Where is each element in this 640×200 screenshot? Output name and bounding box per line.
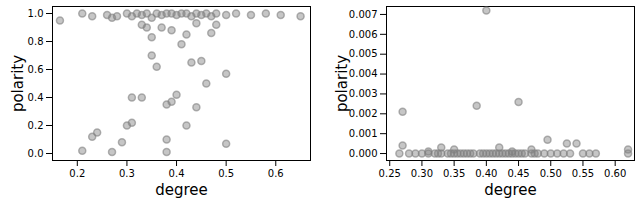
- svg-text:0.55: 0.55: [572, 168, 594, 179]
- svg-text:0.6: 0.6: [28, 64, 44, 75]
- svg-text:0.004: 0.004: [349, 68, 378, 79]
- svg-text:0.000: 0.000: [349, 148, 378, 159]
- svg-text:0.45: 0.45: [507, 168, 529, 179]
- svg-text:polarity: polarity: [333, 55, 351, 112]
- svg-text:0.003: 0.003: [349, 88, 378, 99]
- svg-text:0.35: 0.35: [443, 168, 465, 179]
- svg-text:0.005: 0.005: [349, 48, 378, 59]
- svg-text:0.6: 0.6: [268, 168, 284, 179]
- svg-text:0.8: 0.8: [28, 36, 44, 47]
- svg-text:0.2: 0.2: [69, 168, 85, 179]
- svg-text:0.2: 0.2: [28, 120, 44, 131]
- svg-text:0.001: 0.001: [349, 128, 378, 139]
- svg-text:0.0: 0.0: [28, 148, 44, 159]
- svg-text:0.25: 0.25: [379, 168, 401, 179]
- svg-text:0.30: 0.30: [411, 168, 433, 179]
- svg-text:0.60: 0.60: [604, 168, 626, 179]
- svg-text:polarity: polarity: [9, 55, 27, 112]
- svg-text:degree: degree: [155, 181, 208, 199]
- svg-text:0.40: 0.40: [475, 168, 497, 179]
- svg-text:0.4: 0.4: [169, 168, 185, 179]
- svg-text:0.007: 0.007: [349, 9, 378, 20]
- svg-text:degree: degree: [484, 181, 537, 199]
- svg-text:0.006: 0.006: [349, 29, 378, 40]
- svg-text:0.3: 0.3: [119, 168, 135, 179]
- svg-text:0.5: 0.5: [218, 168, 234, 179]
- svg-text:0.50: 0.50: [540, 168, 562, 179]
- svg-text:1.0: 1.0: [28, 8, 44, 19]
- svg-text:0.002: 0.002: [349, 108, 378, 119]
- svg-text:0.4: 0.4: [28, 92, 44, 103]
